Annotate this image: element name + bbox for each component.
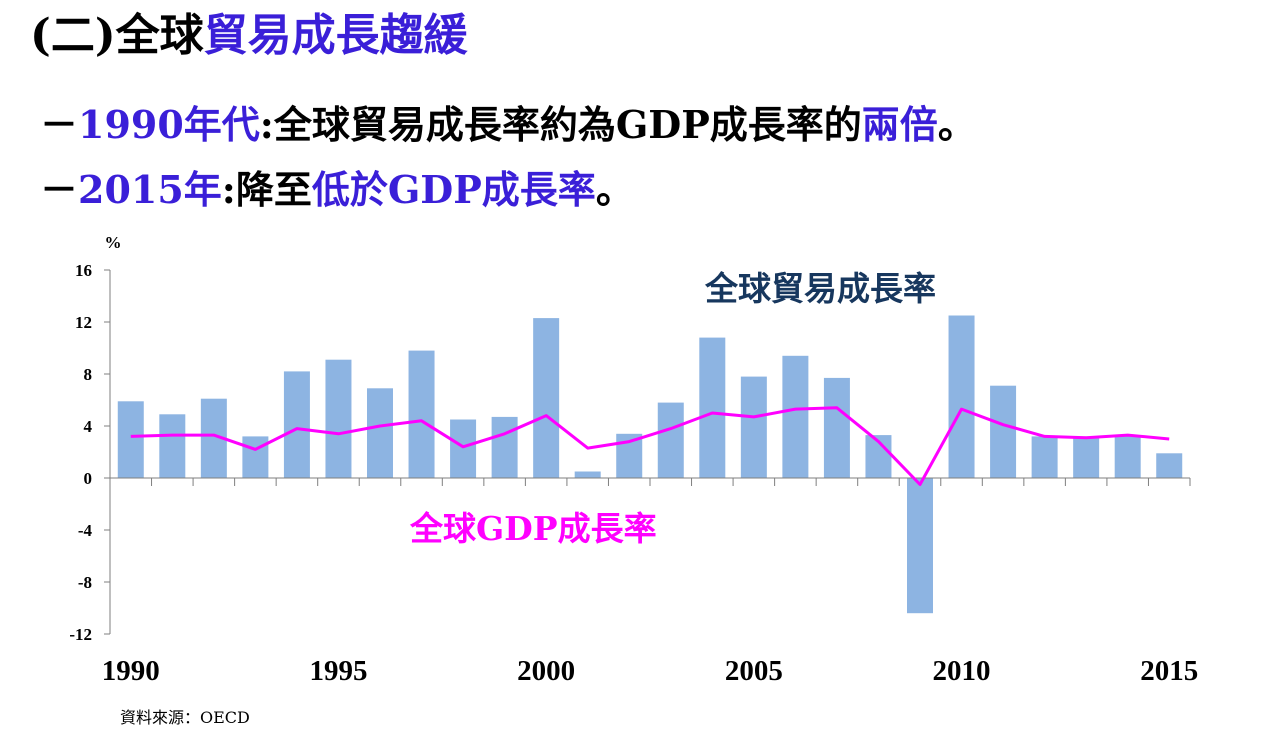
bullet-colon: : xyxy=(221,167,236,212)
y-tick-label: -12 xyxy=(69,625,92,644)
bullet-end: 。 xyxy=(595,167,634,212)
page-title: (二)全球貿易成長趨緩 xyxy=(30,6,468,66)
trade-bar-1991 xyxy=(159,414,186,478)
y-tick-label: 0 xyxy=(84,469,93,488)
trade-bar-1996 xyxy=(367,388,393,478)
bullet-emphasis: 兩倍 xyxy=(861,102,938,147)
trade-bar-1998 xyxy=(450,419,477,478)
trade-bar-2004 xyxy=(699,337,726,478)
x-tick-label-2005: 2005 xyxy=(725,655,783,687)
bullet-year: 2015年 xyxy=(78,167,222,212)
trade-bar-2003 xyxy=(657,402,684,478)
gdp-series-label: 全球GDP成長率 xyxy=(409,509,657,548)
bullet-colon: : xyxy=(259,102,274,147)
bullet-text: 全球貿易成長率約為GDP成長率的 xyxy=(273,102,862,147)
trade-bar-2012 xyxy=(1031,436,1058,478)
source-note: 資料來源：OECD xyxy=(120,708,250,727)
y-tick-label: 4 xyxy=(84,417,93,436)
bullet-2015: －2015年:降至低於GDP成長率。 xyxy=(40,165,634,215)
x-tick-label-2015: 2015 xyxy=(1140,655,1198,687)
y-tick-label: -8 xyxy=(78,573,92,592)
y-tick-label: 16 xyxy=(75,261,92,280)
trade-bar-1997 xyxy=(408,350,435,478)
bullet-dash: － xyxy=(40,102,79,147)
y-tick-label: 12 xyxy=(75,313,92,332)
trade-bar-2007 xyxy=(823,377,850,478)
x-tick-label-1995: 1995 xyxy=(309,655,367,687)
x-tick-label-1990: 1990 xyxy=(102,655,160,687)
trade-bar-1995 xyxy=(325,359,352,478)
trade-bar-2011 xyxy=(990,385,1017,478)
trade-bar-1993 xyxy=(242,436,269,478)
bullet-text: 降至 xyxy=(235,167,312,212)
trade-series-label: 全球貿易成長率 xyxy=(704,269,936,308)
bullet-year: 1990年代 xyxy=(78,102,260,147)
trade-bar-2005 xyxy=(740,376,767,478)
x-tick-label-2010: 2010 xyxy=(933,655,991,687)
trade-bar-1999 xyxy=(491,416,518,478)
bullet-1990s: －1990年代:全球貿易成長率約為GDP成長率的兩倍。 xyxy=(40,100,976,150)
bullet-dash: － xyxy=(40,167,79,212)
trade-bar-2015 xyxy=(1156,453,1183,478)
trade-bar-2001 xyxy=(574,471,601,478)
trade-bar-2014 xyxy=(1114,435,1141,478)
bullet-end: 。 xyxy=(937,102,976,147)
y-tick-label: 8 xyxy=(84,365,93,384)
trade-bar-2006 xyxy=(782,355,809,478)
trade-bar-2010 xyxy=(948,315,975,478)
trade-bar-2013 xyxy=(1073,436,1100,478)
title-highlight: 貿易成長趨緩 xyxy=(203,10,468,61)
bullet-emphasis: 低於GDP成長率 xyxy=(311,167,596,212)
gdp-growth-line xyxy=(130,406,1170,486)
trade-bar-2000 xyxy=(533,318,560,478)
x-tick-label-2000: 2000 xyxy=(517,655,575,687)
trade-bar-2009 xyxy=(907,478,933,614)
title-prefix: (二)全球 xyxy=(30,10,204,61)
y-axis-unit: % xyxy=(105,233,122,252)
y-tick-label: -4 xyxy=(78,521,93,540)
trade-bar-1994 xyxy=(283,371,310,478)
trade-bar-1990 xyxy=(117,401,144,478)
